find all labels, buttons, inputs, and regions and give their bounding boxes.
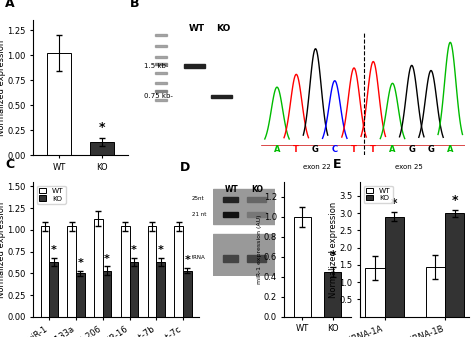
Text: *: * [157,245,164,255]
Text: T: T [293,145,299,154]
Bar [223,197,238,202]
Bar [49,262,58,317]
Bar [90,142,114,155]
Text: WT: WT [225,185,239,194]
Bar [223,255,238,262]
Bar [223,212,238,217]
Bar [156,262,165,317]
Bar [121,226,129,317]
Text: *: * [104,254,110,264]
Text: D: D [179,161,190,174]
Bar [155,34,167,36]
Bar [155,56,167,58]
Bar [247,197,265,202]
Bar [103,271,111,317]
Text: E: E [333,158,341,172]
Bar [426,267,445,317]
Text: *: * [131,245,137,255]
Text: A: A [389,145,396,154]
Bar [247,255,265,262]
Text: *: * [391,197,398,210]
Bar [41,226,49,317]
Text: G: G [428,145,435,154]
Legend: WT, KO: WT, KO [364,186,392,204]
Bar [365,268,384,317]
Bar [155,72,167,74]
Bar [183,271,191,317]
Bar [67,226,76,317]
Bar [211,95,232,98]
Text: B: B [130,0,139,10]
Bar [76,273,84,317]
Text: C: C [5,158,14,172]
Bar [155,63,167,65]
Bar [213,234,275,276]
Text: G: G [312,145,319,154]
Bar [155,99,167,101]
Text: exon 22: exon 22 [303,164,331,170]
Text: WT: WT [188,24,204,33]
Text: 25nt: 25nt [191,196,204,202]
Text: T: T [351,145,357,154]
Bar [148,226,156,317]
Bar [213,189,275,224]
Text: *: * [51,245,56,255]
Y-axis label: Normalized expression: Normalized expression [0,201,6,298]
Text: *: * [99,121,105,134]
Bar [155,90,167,92]
Y-axis label: miR-1 expression (AU): miR-1 expression (AU) [257,215,262,284]
Bar [324,272,341,317]
Text: *: * [184,255,190,266]
Y-axis label: Normalized expression: Normalized expression [0,39,6,136]
Bar [129,262,138,317]
Bar [174,226,183,317]
Bar [155,45,167,47]
Text: A: A [447,145,454,154]
Text: exon 25: exon 25 [395,164,423,170]
Text: 1.5 kb-: 1.5 kb- [144,63,169,69]
Bar [184,64,205,68]
Text: T: T [370,145,376,154]
Bar [384,217,404,317]
Text: 21 nt: 21 nt [191,212,206,217]
Bar [47,53,71,155]
Text: 0.75 kb-: 0.75 kb- [144,93,173,99]
Text: tRNA: tRNA [191,255,206,260]
Text: G: G [408,145,415,154]
Bar [294,217,311,317]
Legend: WT, KO: WT, KO [37,186,65,204]
Bar [94,218,103,317]
Text: *: * [329,249,336,262]
Bar [247,212,265,217]
Bar [155,82,167,84]
Text: A: A [5,0,14,10]
Bar [445,213,465,317]
Y-axis label: Normalized expression: Normalized expression [329,201,338,298]
Text: KO: KO [252,185,264,194]
Text: A: A [274,145,280,154]
Text: C: C [332,145,338,154]
Text: KO: KO [216,24,231,33]
Text: *: * [77,258,83,268]
Text: *: * [451,194,458,207]
